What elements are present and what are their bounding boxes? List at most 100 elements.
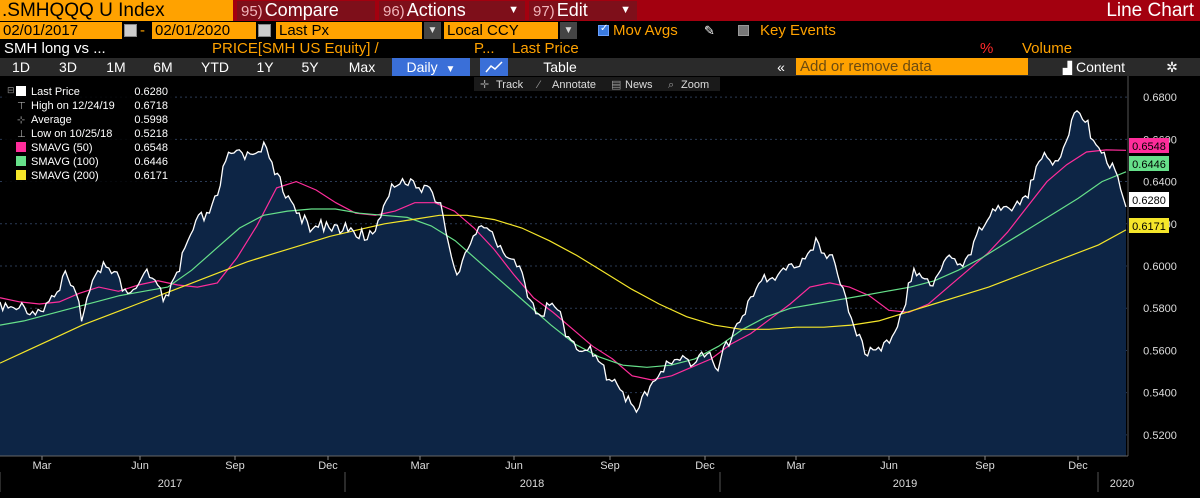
legend-label: Last Price: [31, 86, 80, 98]
content-label: Content: [1076, 59, 1126, 75]
legend-value: 0.6718: [134, 100, 168, 112]
key-events-checkbox[interactable]: [738, 25, 749, 36]
x-month-label: Sep: [225, 460, 245, 472]
price-field-select[interactable]: Last Px: [276, 22, 422, 39]
range-toolbar: 1D 3D 1M 6M YTD 1Y 5Y Max Daily ▼ Table …: [0, 58, 1200, 76]
legend-label: SMAVG (100): [31, 156, 99, 168]
legend-value: 0.6171: [134, 170, 168, 182]
content-button[interactable]: ▟ Content: [1046, 58, 1142, 76]
key-events-label[interactable]: Key Events: [760, 22, 836, 39]
range-5y[interactable]: 5Y: [301, 59, 319, 75]
chevron-down-icon: ▼: [508, 4, 519, 16]
add-data-input[interactable]: Add or remove data: [796, 58, 1028, 75]
news-button[interactable]: News: [625, 79, 653, 91]
edit-num: 97): [533, 3, 555, 20]
high-marker-icon: ⊤: [17, 101, 26, 112]
range-6m[interactable]: 6M: [153, 59, 173, 75]
x-month-label: Mar: [787, 460, 806, 472]
calendar-icon[interactable]: [258, 24, 271, 37]
legend-label: High on 12/24/19: [31, 100, 115, 112]
content-chart-icon: ▟: [1062, 61, 1073, 75]
ma-line: [0, 171, 1127, 368]
range-1d[interactable]: 1D: [12, 59, 30, 75]
last-value-text: 0.6171: [1132, 221, 1166, 233]
range-1m[interactable]: 1M: [106, 59, 126, 75]
check-icon: ✓: [600, 23, 609, 34]
x-month-label: Dec: [318, 460, 338, 472]
legend-label: Average: [31, 114, 72, 126]
currency-select[interactable]: Local CCY: [444, 22, 558, 39]
annotate-button[interactable]: Annotate: [552, 79, 596, 91]
last-price-label: Last Price: [512, 40, 579, 57]
last-value-badge: [1129, 218, 1169, 233]
x-axis: Mar Jun Sep Dec Mar Jun Sep Dec Mar Jun Sep Dec 2017…: [0, 455, 1134, 492]
x-year-label: 2019: [893, 478, 917, 490]
zoom-button[interactable]: Zoom: [681, 79, 709, 91]
y-tick-label: 0.6000: [1143, 261, 1177, 273]
x-month-label: Dec: [1068, 460, 1088, 472]
calendar-icon[interactable]: [124, 24, 137, 37]
chevron-down-icon[interactable]: ▼: [424, 22, 441, 39]
chart-tools: ✛ Track ⁄ Annotate ▤ News ⌕ Zoom: [474, 77, 720, 91]
date-controls: 02/01/2017 - 02/01/2020 Last Px ▼ Local …: [0, 22, 1200, 40]
pane-header: SMH long vs ... PRICE[SMH US Equity] / P…: [0, 40, 1200, 58]
security-ticker[interactable]: .SMHQQQ U Index: [0, 0, 233, 21]
end-date-field[interactable]: 02/01/2020: [152, 22, 256, 39]
track-button[interactable]: Track: [496, 79, 524, 91]
x-year-label: 2018: [520, 478, 544, 490]
chevron-down-icon[interactable]: ▼: [560, 22, 577, 39]
actions-label: Actions: [406, 0, 466, 20]
compare-num: 95): [241, 3, 263, 20]
legend-value: 0.6280: [134, 86, 168, 98]
legend-swatch: [16, 142, 26, 152]
range-1y[interactable]: 1Y: [256, 59, 274, 75]
mov-avgs-label[interactable]: Mov Avgs: [613, 22, 678, 39]
news-icon: ▤: [611, 79, 621, 91]
collapse-left-icon[interactable]: «: [777, 59, 785, 75]
x-month-label: Mar: [33, 460, 52, 472]
last-value-text: 0.6280: [1132, 195, 1166, 207]
chevron-down-icon: ▼: [620, 4, 631, 16]
y-tick-label: 0.5600: [1143, 345, 1177, 357]
frequency-select[interactable]: Daily ▼: [392, 58, 470, 76]
x-month-label: Sep: [975, 460, 995, 472]
x-year-label: 2020: [1110, 478, 1134, 490]
edit-menu[interactable]: 97) Edit ▼: [529, 1, 637, 20]
pencil-icon[interactable]: ✎: [704, 23, 715, 38]
table-button[interactable]: Table: [543, 59, 577, 75]
legend-label: SMAVG (50): [31, 142, 93, 154]
edit-label: Edit: [556, 0, 588, 20]
actions-menu[interactable]: 96) Actions ▼: [379, 1, 525, 20]
legend-label: SMAVG (200): [31, 170, 99, 182]
last-value-badge: [1129, 156, 1169, 171]
title-bar: .SMHQQQ U Index 95) Compare 96) Actions ▼ …: [0, 0, 1200, 21]
last-value-text: 0.6548: [1132, 141, 1166, 153]
y-tick-label: 0.6800: [1143, 92, 1177, 104]
y-tick-label: 0.6400: [1143, 177, 1177, 189]
range-3d[interactable]: 3D: [59, 59, 77, 75]
legend-value: 0.5998: [134, 114, 168, 126]
line-chart[interactable]: 0.68000.66000.64000.62000.60000.58000.56…: [0, 76, 1200, 498]
start-date-field[interactable]: 02/01/2017: [0, 22, 122, 39]
compare-button[interactable]: 95) Compare: [237, 1, 375, 20]
y-tick-label: 0.5200: [1143, 430, 1177, 442]
last-value-text: 0.6446: [1132, 159, 1166, 171]
x-month-label: Jun: [505, 460, 523, 472]
chart-legend: Last Price 0.6280 ⊤ High on 12/24/19 0.6718 ⊹…: [4, 84, 174, 188]
gear-icon[interactable]: ✲: [1166, 59, 1178, 75]
range-max[interactable]: Max: [348, 59, 376, 75]
p-label: P...: [474, 40, 495, 57]
line-chart-icon[interactable]: [480, 58, 508, 76]
range-ytd[interactable]: YTD: [201, 59, 229, 75]
legend-value: 0.6548: [134, 142, 168, 154]
last-value-badge: [1129, 192, 1169, 207]
legend-value: 0.6446: [134, 156, 168, 168]
last-price-line: [0, 110, 1127, 414]
legend-swatch: [16, 170, 26, 180]
x-month-label: Sep: [600, 460, 620, 472]
pane-label[interactable]: SMH long vs ...: [4, 40, 106, 57]
x-month-label: Mar: [411, 460, 430, 472]
price-label: PRICE[SMH US Equity] /: [212, 40, 379, 57]
collapse-legend-icon[interactable]: ⊟: [7, 85, 15, 95]
mov-avgs-checkbox[interactable]: ✓: [598, 23, 609, 36]
